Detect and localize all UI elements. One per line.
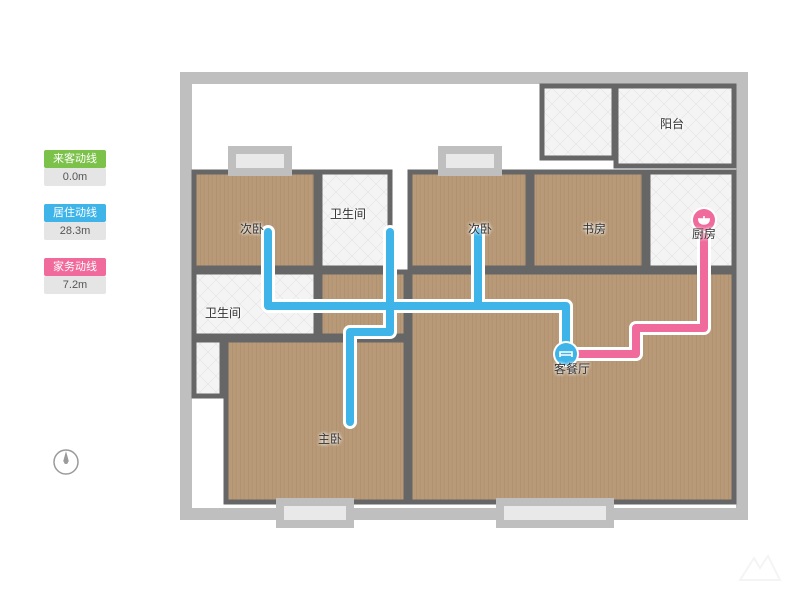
room-label-balcony: 阳台 <box>660 115 684 132</box>
bay-2 <box>442 150 498 172</box>
room-label-living: 客餐厅 <box>554 360 590 377</box>
room-label-study: 书房 <box>582 220 606 237</box>
bay-1 <box>232 150 288 172</box>
room-label-bedroom2a: 次卧 <box>240 220 264 237</box>
bay-4 <box>500 502 610 524</box>
room-label-bath2: 卫生间 <box>205 304 241 321</box>
floorplan <box>0 0 800 600</box>
room-label-kitchen: 厨房 <box>692 225 716 242</box>
room-label-master: 主卧 <box>318 430 342 447</box>
watermark-icon <box>738 552 782 582</box>
bay-3 <box>280 502 350 524</box>
room-label-bedroom2b: 次卧 <box>468 220 492 237</box>
room-label-bath1: 卫生间 <box>330 205 366 222</box>
